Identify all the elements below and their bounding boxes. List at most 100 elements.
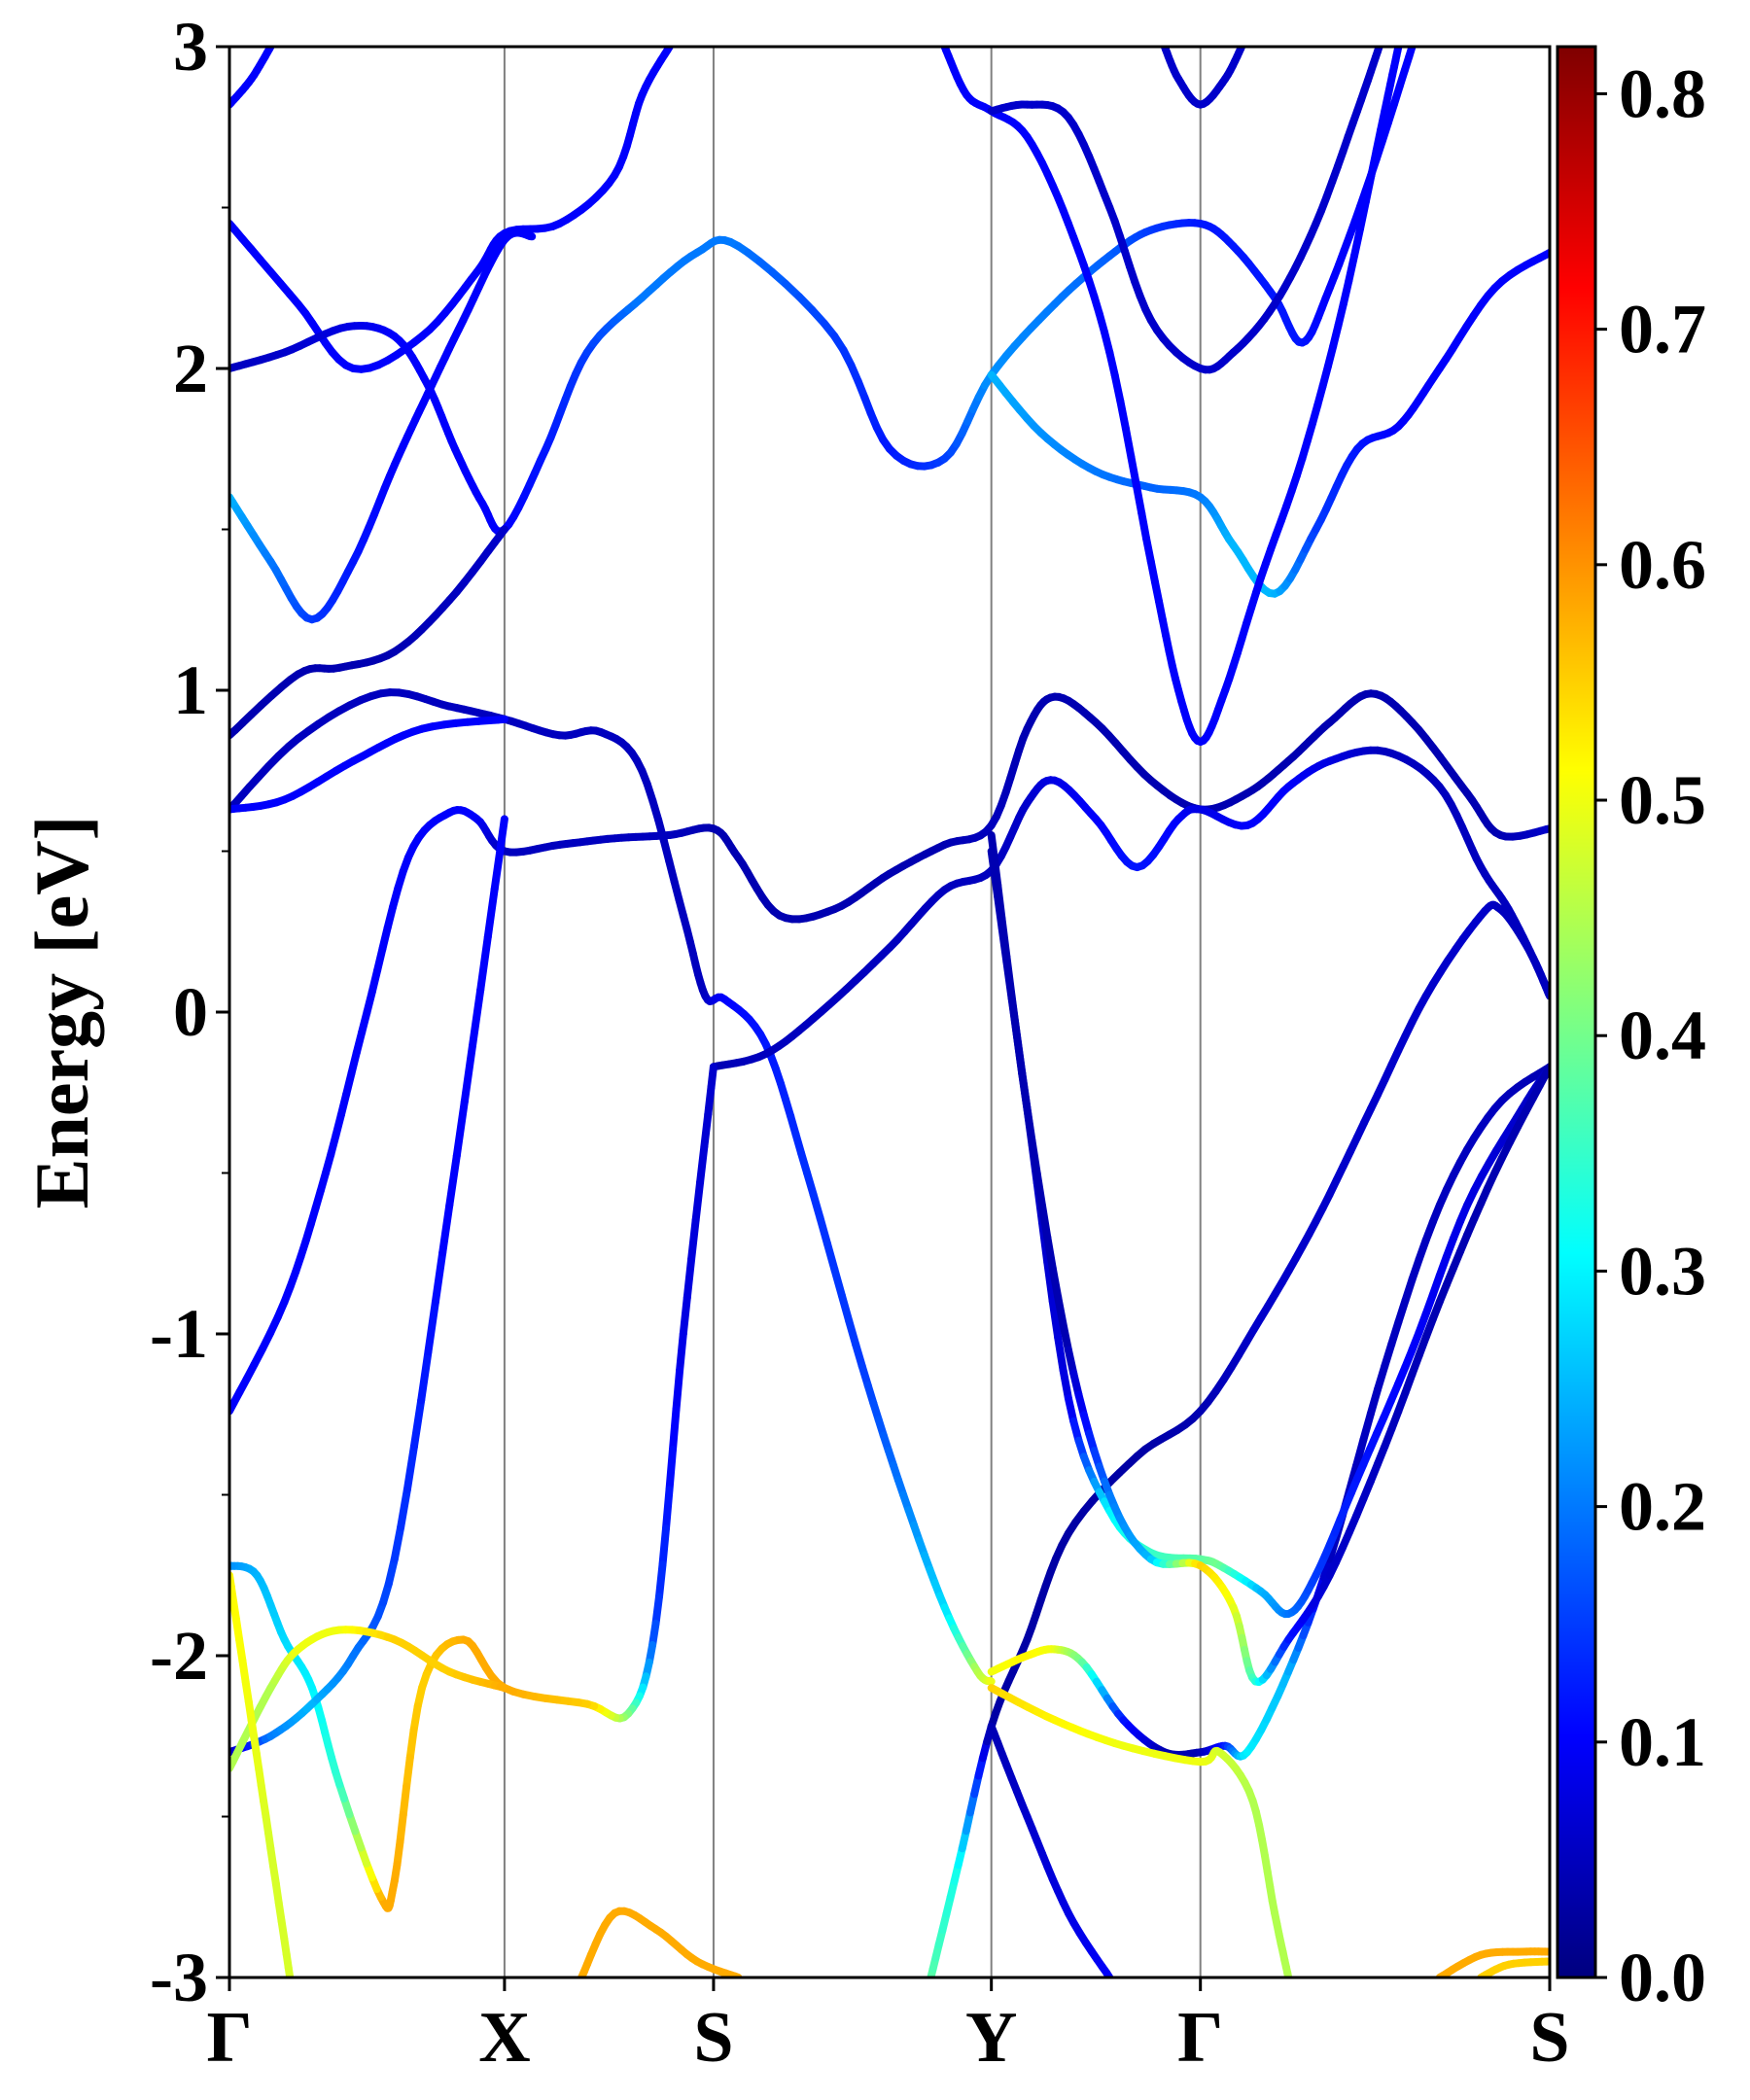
band-segment [687,1216,700,1264]
band-segment [1018,1069,1032,1113]
band-segment [994,881,1006,924]
band-band-18 [987,1684,1293,1978]
band-band-2 [229,47,674,373]
band-segment [691,1178,705,1225]
band-segment [460,1041,476,1106]
colorbar-tick-label: 0.2 [1619,1468,1706,1546]
band-segment [1359,1410,1375,1444]
colorbar-tick-label: 0.5 [1619,761,1706,839]
band-segment [662,1486,674,1533]
band-segment [669,1405,681,1453]
band-band-24 [1160,47,1246,109]
band-segment [1116,397,1130,433]
band-band-4 [229,228,537,624]
band-segment [822,1240,839,1274]
band-segment [402,1443,418,1494]
band-segment [990,852,1002,890]
band-band-26 [1477,1957,1550,1978]
band-segment [700,1110,713,1151]
y-tick-label: 0 [173,973,208,1051]
band-band-23 [987,47,1383,374]
band-segment [1064,1394,1078,1425]
band-segment [1059,1320,1072,1354]
y-tick-label: 1 [173,651,208,729]
band-segment [417,1348,433,1405]
band-band-14 [578,1907,743,1978]
band-segment [1032,1170,1046,1210]
band-band-25 [1435,1947,1550,1978]
band-band-6 [229,688,996,1686]
band-segment [1405,47,1417,61]
colorbar: 0.0 0.1 0.2 0.3 0.4 0.5 0.6 0.7 0.8 [1556,45,1706,2016]
band-segment [1121,424,1136,461]
band-segment [1064,1346,1078,1378]
colorbar-gradient [1556,45,1597,1979]
band-segment [494,715,508,724]
band-band-7 [229,715,508,814]
band-segment [1105,348,1119,379]
band-segment [1367,147,1381,180]
band-segment [1138,508,1151,543]
band-segment [676,1330,687,1375]
band-segment [438,1201,454,1257]
band-segment [409,1702,422,1734]
band-segment [816,1214,831,1247]
band-segment [452,1098,469,1160]
colorbar-tick-label: 0.3 [1619,1232,1706,1310]
y-axis: -3 -2 -1 0 1 2 3 [150,8,229,2016]
band-segment [1007,992,1021,1040]
band-segment [1048,1264,1063,1302]
band-band-13 [229,1571,295,1978]
band-segment [496,1682,508,1693]
band-segment [679,1293,691,1338]
x-tick-label: Γ [1177,1998,1223,2078]
band-segment [1110,370,1125,405]
band-segment [809,1190,824,1222]
band-segment [1339,277,1353,308]
band-segment [1356,197,1370,233]
band-band-22 [940,47,1403,746]
band-segment [1374,1362,1389,1393]
band-segment [1127,453,1140,490]
band-segment [424,1298,439,1356]
band-segment [1028,1137,1041,1177]
band-segment [1361,171,1376,206]
band-segment [1043,1233,1057,1273]
y-tick-label: -1 [150,1295,208,1373]
band-segment [409,1396,426,1451]
band-band-10 [229,1063,718,1912]
band-segment [1038,1202,1052,1242]
colorbar-tick-label: 0.1 [1619,1703,1706,1781]
band-segment [837,1291,854,1325]
band-segment [1054,1293,1068,1329]
band-band-19 [987,847,1550,1619]
colorbar-tick-label: 0.7 [1619,291,1706,368]
band-segment [1352,1435,1368,1470]
band-segment [476,932,492,995]
band-segment [1059,1366,1072,1403]
band-segment [672,1366,684,1414]
band-segment [431,1248,447,1307]
band-segment [682,1255,696,1302]
band-segment [1013,1032,1027,1078]
band-segment [1054,1333,1068,1375]
colorbar-tick-label: 0.6 [1619,526,1706,604]
band-segment [399,1782,411,1819]
band-segment [1345,251,1359,285]
band-band-1 [229,47,275,109]
band-band-8 [229,689,1550,1416]
y-tick-label: -2 [150,1617,208,1695]
band-segment [397,1486,411,1532]
band-segment [384,1555,399,1589]
y-tick-label: 2 [173,330,208,407]
band-segment [696,1142,709,1186]
band-segment [651,1592,663,1628]
band-segment [390,1523,405,1563]
x-tick-label: S [1529,1998,1569,2078]
band-segment [665,1446,677,1494]
x-tick-label: S [693,1998,733,2078]
y-tick-label: -3 [150,1939,208,2016]
band-segment [1043,1258,1057,1306]
band-segment [469,986,485,1050]
